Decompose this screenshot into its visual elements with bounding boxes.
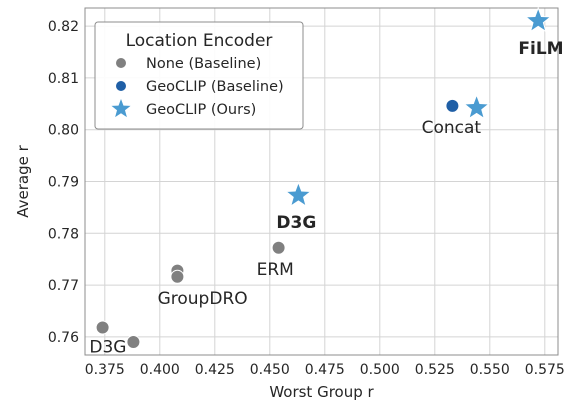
plot-frame <box>84 7 559 356</box>
y-tick-label: 0.77 <box>48 278 79 294</box>
star-point <box>284 181 313 208</box>
legend-entries: None (Baseline) GeoCLIP (Baseline) GeoCLIP… <box>111 56 284 118</box>
x-tick-label: 0.525 <box>415 362 455 378</box>
x-tick-label: 0.500 <box>360 362 400 378</box>
legend-entry-label: GeoCLIP (Ours) <box>146 102 256 118</box>
y-tick-label: 0.80 <box>48 123 79 139</box>
y-tick-label: 0.79 <box>48 175 79 191</box>
point-annotation: FiLM <box>518 39 563 59</box>
grid <box>85 8 558 355</box>
x-tick-label: 0.550 <box>470 362 510 378</box>
point-annotations: D3G GroupDRO ERM D3G Concat FiLM <box>89 39 563 357</box>
y-tick-label: 0.82 <box>48 19 79 35</box>
circle-point <box>445 98 460 113</box>
x-tick-label: 0.400 <box>140 362 180 378</box>
legend-entry-label: GeoCLIP (Baseline) <box>146 79 284 95</box>
circle-point <box>271 240 286 255</box>
x-tick-label: 0.375 <box>85 362 125 378</box>
circle-point <box>126 335 141 350</box>
circle-point <box>170 269 185 284</box>
y-tick-label: 0.81 <box>48 71 79 87</box>
point-annotation: GroupDRO <box>158 289 248 309</box>
x-tick-labels: 0.375 0.400 0.425 0.450 0.475 0.500 0.525 0.550… <box>85 362 565 378</box>
y-tick-label: 0.76 <box>48 330 79 346</box>
point-annotation: ERM <box>257 260 294 280</box>
legend-entry-label: None (Baseline) <box>146 56 261 72</box>
star-point <box>524 6 552 33</box>
legend-star-marker <box>111 99 131 118</box>
y-tick-label: 0.78 <box>48 226 79 242</box>
x-axis-label: Worst Group r <box>269 383 374 401</box>
x-tick-label: 0.575 <box>525 362 565 378</box>
circle-point <box>95 320 110 335</box>
legend: Location Encoder None (Baseline) GeoCLIP … <box>94 21 304 130</box>
y-axis-label: Average r <box>14 144 32 217</box>
x-tick-label: 0.425 <box>195 362 235 378</box>
point-annotation: Concat <box>422 118 482 138</box>
data-points <box>95 6 552 350</box>
x-tick-label: 0.475 <box>305 362 345 378</box>
y-tick-labels: 0.76 0.77 0.78 0.79 0.80 0.81 0.82 <box>48 19 79 346</box>
legend-box <box>94 21 304 130</box>
legend-circle-marker <box>116 58 126 68</box>
point-annotation: D3G <box>89 337 126 357</box>
legend-title: Location Encoder <box>126 31 273 51</box>
point-annotation: D3G <box>276 213 316 233</box>
x-tick-label: 0.450 <box>250 362 290 378</box>
legend-circle-marker <box>116 81 126 91</box>
star-point <box>462 93 491 120</box>
